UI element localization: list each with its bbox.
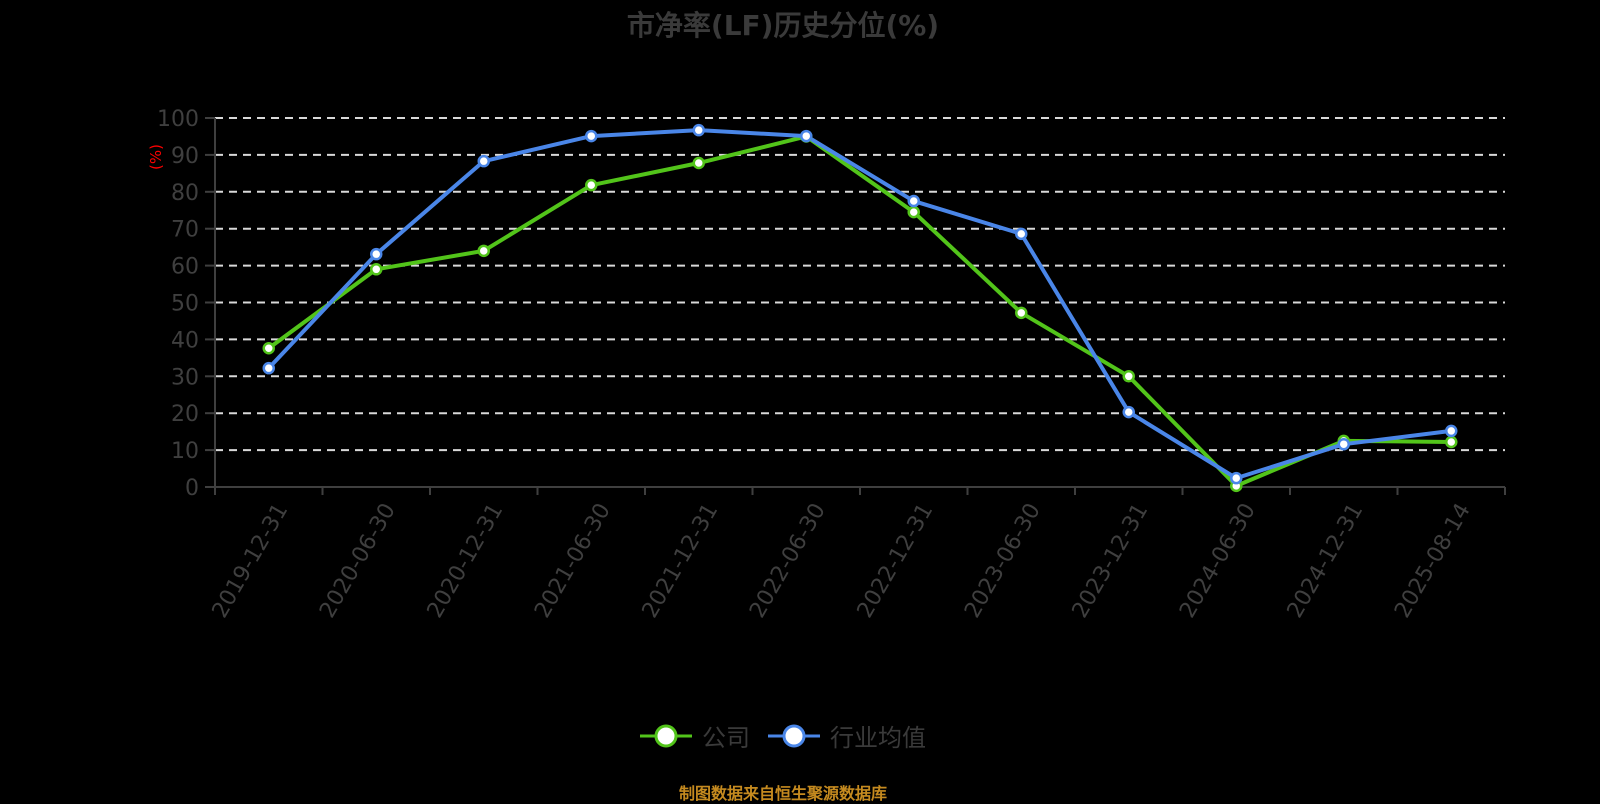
y-tick-label: 50 xyxy=(171,292,199,317)
x-tick-label: 2020-12-31 xyxy=(423,499,509,622)
y-tick-label: 20 xyxy=(171,402,199,427)
series-lines xyxy=(262,123,1458,493)
y-tick-label: 80 xyxy=(171,181,199,206)
data-point[interactable] xyxy=(1445,435,1458,449)
data-point[interactable] xyxy=(585,129,598,143)
data-point[interactable] xyxy=(1122,405,1135,419)
x-tick-label: 2021-06-30 xyxy=(530,499,616,622)
data-point[interactable] xyxy=(1230,471,1243,485)
grid-lines xyxy=(215,117,1505,452)
legend: 公司 行业均值 xyxy=(0,718,1566,753)
data-point[interactable] xyxy=(477,244,490,258)
data-point[interactable] xyxy=(800,129,813,143)
y-tick-label: 60 xyxy=(171,255,199,280)
data-source-footer: 制图数据来自恒生聚源数据库 xyxy=(678,784,887,803)
data-point[interactable] xyxy=(370,247,383,261)
x-tick-label: 2020-06-30 xyxy=(315,499,401,622)
x-tick-label: 2019-12-31 xyxy=(208,499,294,622)
y-tick-label: 100 xyxy=(157,107,199,132)
data-point[interactable] xyxy=(1122,370,1135,383)
y-tick-label: 90 xyxy=(171,144,199,169)
x-tick-label: 2021-12-31 xyxy=(638,499,724,622)
x-tick-label: 2025-08-14 xyxy=(1390,499,1476,622)
data-point[interactable] xyxy=(370,263,383,276)
legend-item-industry-average[interactable]: 行业均值 xyxy=(768,718,926,753)
x-tick-label: 2024-06-30 xyxy=(1175,499,1261,622)
data-point[interactable] xyxy=(907,194,920,208)
data-point[interactable] xyxy=(585,178,598,192)
y-tick-label: 40 xyxy=(171,328,199,353)
line-chart: 0 10 20 30 40 50 60 70 80 90 100 2019-12-31 2020-06… xyxy=(157,107,1506,622)
chart-title: 市净率(LF)历史分位(%) xyxy=(626,9,940,42)
y-tick-label: 70 xyxy=(171,218,199,243)
series-line-industry-average xyxy=(267,128,1452,481)
x-tick-label: 2022-06-30 xyxy=(745,499,831,622)
legend-label-company: 公司 xyxy=(702,724,750,752)
data-point[interactable] xyxy=(907,205,920,219)
data-point[interactable] xyxy=(262,361,275,375)
data-point[interactable] xyxy=(1337,437,1350,451)
series-line-company xyxy=(267,134,1452,488)
data-point[interactable] xyxy=(477,154,490,168)
legend-marker-industry-icon xyxy=(768,724,820,747)
data-point[interactable] xyxy=(692,156,705,170)
legend-item-company[interactable]: 公司 xyxy=(640,718,750,753)
data-point[interactable] xyxy=(1445,424,1458,438)
y-tick-label: 0 xyxy=(185,476,199,501)
y-axis: 0 10 20 30 40 50 60 70 80 90 100 xyxy=(157,107,216,501)
x-axis: 2019-12-31 2020-06-30 2020-12-31 2021-06-30… xyxy=(208,486,1506,622)
x-tick-label: 2024-12-31 xyxy=(1283,499,1369,622)
data-point[interactable] xyxy=(1015,227,1028,241)
legend-label-industry-average: 行业均值 xyxy=(830,724,926,752)
data-point[interactable] xyxy=(692,123,705,137)
y-tick-label: 10 xyxy=(171,439,199,464)
data-point[interactable] xyxy=(1015,306,1028,320)
x-tick-label: 2023-06-30 xyxy=(960,499,1046,622)
y-tick-label: 30 xyxy=(171,365,199,390)
legend-marker-company-icon xyxy=(640,724,692,747)
x-tick-label: 2023-12-31 xyxy=(1068,499,1154,622)
data-point[interactable] xyxy=(262,342,275,355)
x-tick-label: 2022-12-31 xyxy=(853,499,939,622)
